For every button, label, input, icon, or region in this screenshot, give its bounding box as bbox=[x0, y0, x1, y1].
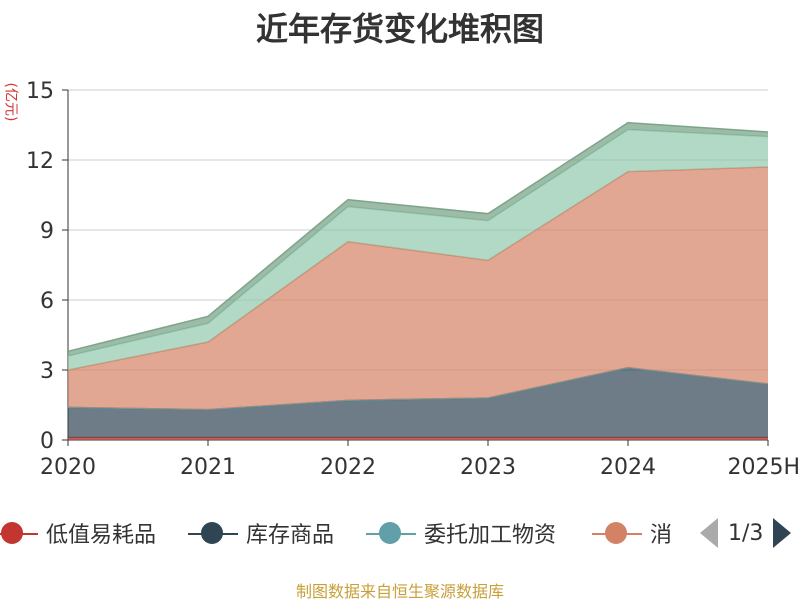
legend-label: 低值易耗品 bbox=[46, 523, 157, 548]
legend-marker-icon bbox=[366, 515, 416, 551]
legend-marker-icon bbox=[592, 515, 642, 551]
legend-items: 低值易耗品 库存商品 委托加工物资 消 bbox=[0, 515, 685, 555]
legend-pager: 1/3 bbox=[700, 515, 792, 551]
legend-marker-icon bbox=[188, 515, 238, 551]
data-source-note: 制图数据来自恒生聚源数据库 bbox=[295, 582, 504, 601]
y-tick-label: 6 bbox=[40, 289, 54, 314]
legend-label: 委托加工物资 bbox=[424, 523, 557, 548]
chart-title: 近年存货变化堆积图 bbox=[255, 10, 544, 48]
legend-label: 库存商品 bbox=[246, 523, 335, 548]
line-其他 bbox=[67, 121, 769, 353]
x-tick-label: 2021 bbox=[180, 455, 236, 480]
legend-item[interactable]: 库存商品 bbox=[188, 515, 334, 551]
x-tick-label: 2023 bbox=[460, 455, 516, 480]
stacked-area-chart: 0 3 6 9 12 15 2020 2021 2022 2023 2024 2025H bbox=[26, 79, 800, 480]
x-tick-label: 2022 bbox=[320, 455, 376, 480]
legend-label: 消 bbox=[650, 523, 673, 548]
area-库存商品 bbox=[68, 367, 768, 438]
x-tick-label: 2025H bbox=[727, 455, 800, 480]
legend-page-indicator: 1/3 bbox=[728, 520, 764, 546]
x-tick-label: 2024 bbox=[600, 455, 656, 480]
y-tick-label: 15 bbox=[26, 79, 54, 104]
legend-marker-icon bbox=[0, 515, 38, 551]
legend-item[interactable]: 委托加工物资 bbox=[366, 515, 556, 551]
y-tick-label: 3 bbox=[40, 359, 54, 384]
y-tick-label: 9 bbox=[40, 219, 54, 244]
y-tick-label: 0 bbox=[40, 429, 54, 454]
legend-item[interactable]: 低值易耗品 bbox=[0, 515, 156, 551]
legend-prev-arrow-icon[interactable] bbox=[700, 518, 718, 548]
legend: 低值易耗品 库存商品 委托加工物资 消 1/3 bbox=[0, 515, 800, 555]
x-tick-label: 2020 bbox=[40, 455, 96, 480]
area-原材料 bbox=[68, 129, 768, 370]
y-tick-label: 12 bbox=[26, 149, 54, 174]
area-消耗性生物资产 bbox=[68, 167, 768, 410]
legend-item[interactable]: 消 bbox=[592, 515, 672, 551]
legend-next-arrow-icon[interactable] bbox=[773, 518, 792, 548]
